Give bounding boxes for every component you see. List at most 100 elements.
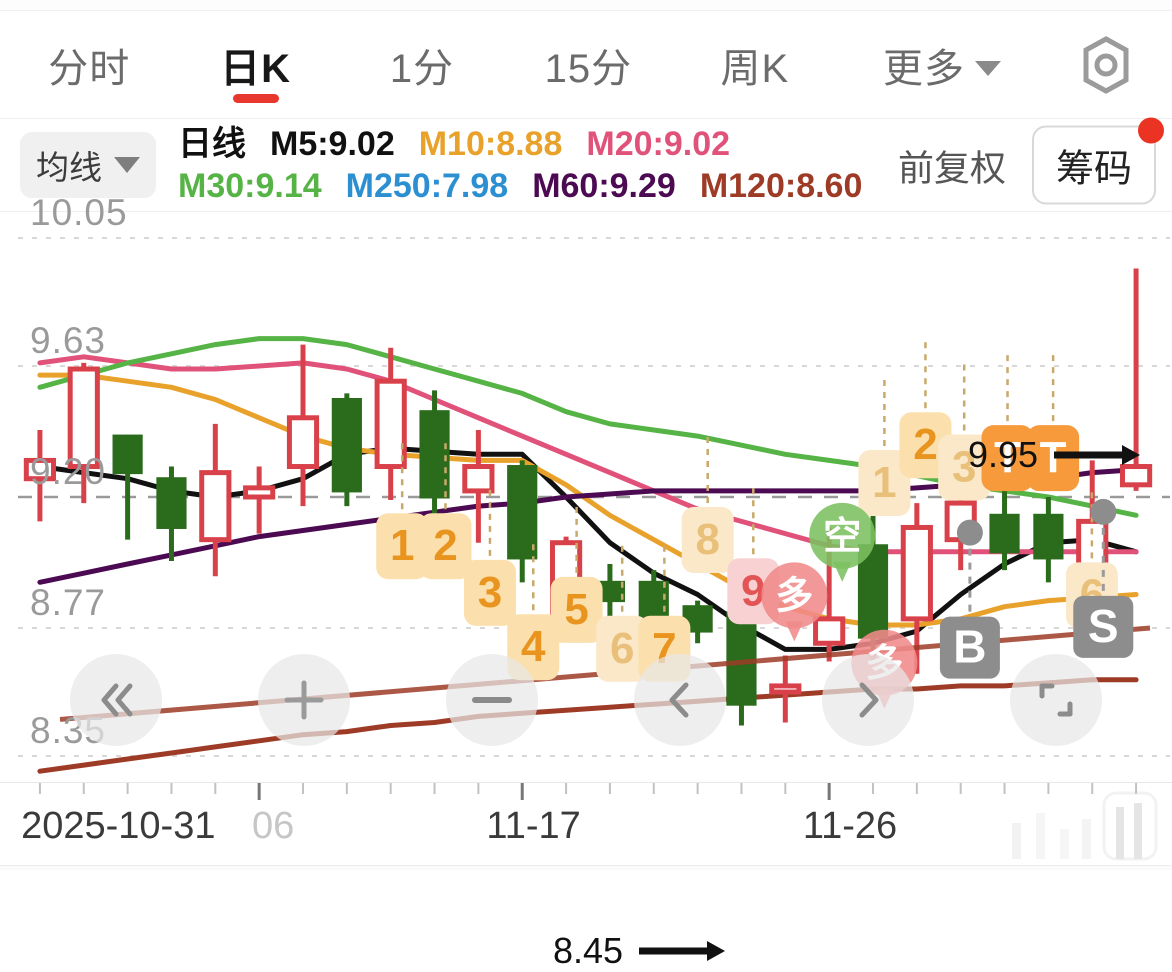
- marker-group: 123456789123TT6空多多BS: [376, 342, 1134, 709]
- tab-fenshi-label: 分时: [48, 46, 131, 91]
- ma-line-m120: [37, 677, 1139, 774]
- chart-canvas[interactable]: 123456789123TT6空多多BS: [0, 212, 1172, 782]
- svg-text:3: 3: [478, 568, 502, 617]
- x-axis: 2025-10-31 06 11-17 11-26: [0, 782, 1172, 865]
- low-annotation: 8.45: [553, 930, 727, 972]
- numbered-marker-T: T: [981, 355, 1034, 492]
- tab-fenshi[interactable]: 分时: [6, 11, 172, 119]
- ma-value-m20: M20:9.02: [586, 124, 731, 163]
- candle-body: [900, 524, 933, 622]
- tab-zhouk-label: 周K: [720, 46, 790, 91]
- ma-selector-dropdown[interactable]: 均线: [20, 132, 156, 198]
- tab-rik[interactable]: 日K: [172, 11, 338, 119]
- svg-text:S: S: [1088, 600, 1119, 652]
- chevron-left-icon: [669, 682, 689, 718]
- svg-text:1: 1: [390, 521, 414, 570]
- ma-value-m250: M250:7.98: [345, 167, 509, 205]
- ma-value-m10: M10:8.88: [418, 124, 563, 163]
- tab-zhouk[interactable]: 周K: [672, 11, 838, 119]
- ma-period-label: 日线: [178, 124, 246, 163]
- svg-text:8: 8: [695, 515, 719, 564]
- notification-dot-badge: [1138, 117, 1164, 144]
- status-strip: [0, 0, 1172, 11]
- tab-15fen[interactable]: 15分: [505, 11, 671, 119]
- high-annotation-value: 9.95: [968, 434, 1039, 475]
- ma-value-m30: M30:9.14: [178, 167, 322, 205]
- fab-prev-button[interactable]: [634, 654, 726, 746]
- app-watermark: [1012, 791, 1158, 861]
- arrow-right-icon: [1054, 445, 1141, 465]
- numbered-marker-5: 5: [550, 506, 603, 643]
- fab-zoom-in-button[interactable]: [258, 654, 350, 746]
- chevron-down-icon: [114, 157, 140, 173]
- fab-rewind-button[interactable]: [70, 654, 162, 746]
- minus-icon: [472, 697, 512, 703]
- candle-body: [857, 544, 889, 639]
- numbered-marker-2: 2: [419, 443, 472, 580]
- ma-value-m60: M60:9.29: [532, 167, 676, 205]
- active-tab-underline: [232, 93, 279, 103]
- candle-body: [286, 415, 320, 470]
- x-axis-ticks: [38, 783, 1138, 800]
- candle-body: [1119, 464, 1153, 488]
- ma-value-m120: M120:8.60: [699, 167, 863, 205]
- tab-more-label: 更多: [883, 46, 966, 91]
- numbered-marker-8: 8: [681, 436, 734, 573]
- tab-1fen-label: 1分: [389, 46, 455, 91]
- svg-text:2: 2: [433, 521, 457, 570]
- arrow-right-icon: [639, 941, 726, 961]
- fab-fullscreen-button[interactable]: [1010, 654, 1102, 746]
- candle-body: [156, 477, 187, 529]
- high-annotation: 9.95: [968, 434, 1142, 476]
- trade-marker-sell: S: [1073, 498, 1134, 658]
- ma-bar-right-controls: 前复权 筹码: [897, 117, 1164, 205]
- fab-next-button[interactable]: [822, 654, 914, 746]
- chart-floating-toolbar: [0, 652, 1172, 748]
- candle-body: [243, 485, 276, 500]
- signal-marker-short: 空: [809, 502, 876, 582]
- x-axis-label-3: 11-26: [802, 805, 898, 847]
- ma-values-group: 日线 M5:9.02 M10:8.88 M20:9.02 M30:9.14 M2…: [178, 124, 862, 206]
- chevron-right-icon: [859, 682, 879, 718]
- moving-average-infobar: 均线 日线 M5:9.02 M10:8.88 M20:9.02 M30:9.14…: [0, 117, 1172, 211]
- signal-marker-long: 多: [761, 562, 828, 642]
- candle-body: [813, 616, 846, 646]
- candle-group: [23, 268, 1153, 726]
- candlestick-chart[interactable]: 123456789123TT6空多多BS 10.05 9.63 9.20 8.7…: [0, 192, 1172, 971]
- fab-zoom-out-button[interactable]: [446, 654, 538, 746]
- svg-text:2: 2: [913, 420, 937, 469]
- candle-body: [374, 378, 407, 470]
- numbered-marker-3: 3: [938, 364, 991, 501]
- svg-text:9: 9: [741, 566, 765, 615]
- candle-body: [507, 465, 538, 560]
- tab-rik-label: 日K: [220, 46, 292, 91]
- candle-body: [199, 470, 232, 543]
- numbered-marker-1: 1: [376, 443, 429, 580]
- adjust-mode-button[interactable]: 前复权: [897, 147, 1006, 188]
- chips-button-wrap: 筹码: [1031, 117, 1164, 205]
- tab-1fen[interactable]: 1分: [339, 11, 505, 119]
- gear-icon: [1083, 35, 1129, 94]
- chips-button[interactable]: 筹码: [1031, 125, 1156, 205]
- candle-body: [23, 457, 57, 482]
- svg-text:多: 多: [775, 575, 813, 617]
- crop-expand-icon: [1039, 683, 1073, 717]
- svg-text:1: 1: [872, 458, 896, 507]
- svg-text:B: B: [953, 621, 986, 673]
- candle-body: [989, 513, 1020, 554]
- x-axis-label-1: 06: [251, 805, 295, 847]
- ma-row-1: 日线 M5:9.02 M10:8.88 M20:9.02: [178, 124, 862, 164]
- tab-more[interactable]: 更多: [838, 11, 1046, 119]
- chart-settings-button[interactable]: [1046, 11, 1166, 119]
- svg-text:3: 3: [952, 442, 976, 491]
- candle-body: [726, 611, 757, 706]
- ma-line-m20: [37, 354, 1139, 555]
- plus-icon: [284, 680, 324, 720]
- candle-body: [462, 464, 495, 494]
- svg-text:T: T: [994, 433, 1021, 482]
- numbered-marker-1: 1: [858, 380, 911, 517]
- svg-text:5: 5: [564, 585, 588, 634]
- numbered-marker-6: 6: [596, 545, 649, 682]
- x-axis-label-0: 2025-10-31: [21, 805, 216, 847]
- chevron-down-icon: [975, 61, 1002, 76]
